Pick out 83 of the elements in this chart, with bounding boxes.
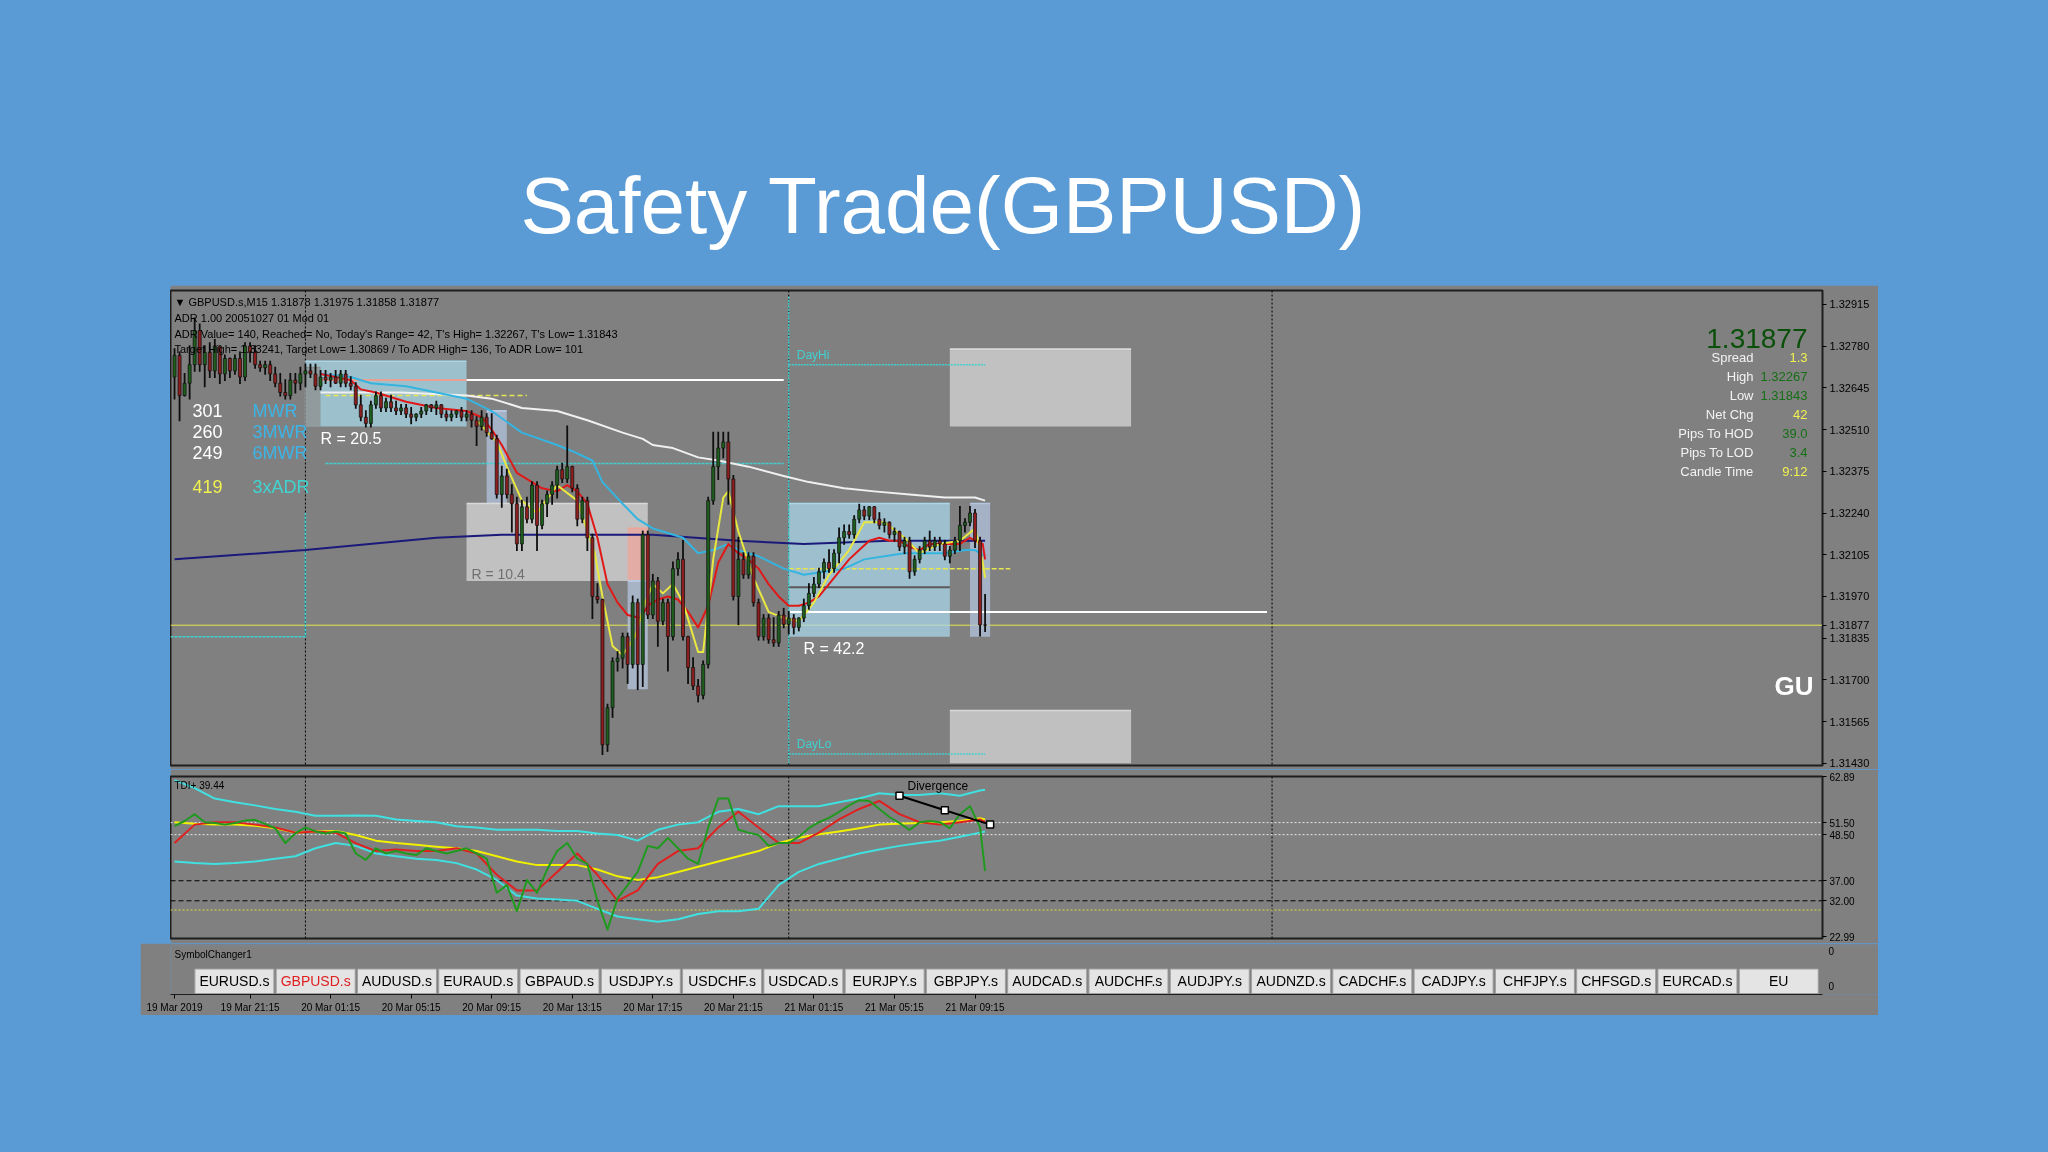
category-label: AUDUSD.s — [361, 973, 432, 990]
category-label: CHFSGD.s — [1581, 973, 1652, 990]
category-label: GBPAUD.s — [525, 973, 595, 990]
category-label: CADCHF.s — [1338, 973, 1407, 990]
category-label: EURUSD.s — [199, 973, 270, 990]
y-tick-label: 1.31565 — [1829, 715, 1870, 728]
y-tick-label: 22.99 — [1829, 931, 1855, 943]
category-label: AUDNZD.s — [1256, 973, 1326, 990]
annotation: 260 — [192, 422, 223, 442]
category-label: AUDCAD.s — [1012, 973, 1083, 990]
text: 0 — [1828, 980, 1835, 992]
y-tick-label: 1.32915 — [1829, 298, 1870, 311]
category-label: GBPUSD.s — [280, 973, 351, 990]
annotation: Low — [1729, 388, 1755, 403]
annotation: R = 20.5 — [320, 430, 382, 447]
ref-line-label: 51.50 — [1829, 817, 1855, 829]
y-tick-label: 1.32780 — [1829, 340, 1870, 353]
annotation: ▼ GBPUSD.s,M15 1.31878 1.31975 1.31858 1.31877 — [174, 295, 440, 308]
annotation: 1.31843 — [1760, 388, 1808, 403]
category-label: USDCAD.s — [768, 973, 839, 990]
category-label: EURJPY.s — [852, 973, 917, 990]
annotation: Net Chg — [1705, 407, 1754, 422]
annotation: 249 — [192, 443, 223, 463]
y-tick-label: 1.31835 — [1829, 632, 1870, 645]
category-label: EURCAD.s — [1662, 973, 1733, 990]
y-tick-label: 1.31700 — [1829, 673, 1870, 686]
annotation: 3xADR — [252, 476, 310, 497]
ref-line-label: 1.31877 — [1829, 619, 1870, 632]
category-label: GBPJPY.s — [933, 973, 999, 990]
y-tick-label: 1.31430 — [1829, 757, 1870, 770]
annotation: 42 — [1793, 407, 1808, 422]
x-tick-label: 20 Mar 01:15 — [301, 1001, 361, 1013]
y-tick-label: 1.32645 — [1829, 381, 1870, 394]
ref-line-label: 37.00 — [1829, 875, 1855, 887]
x-tick-label: 19 Mar 2019 — [146, 1001, 204, 1013]
annotation: 3MWR — [252, 421, 308, 442]
annotation: High — [1726, 369, 1754, 384]
category-label: AUDCHF.s — [1094, 973, 1163, 990]
x-tick-label: 20 Mar 09:15 — [462, 1001, 522, 1013]
text: 0 — [1828, 946, 1835, 958]
chart-title: Safety Trade(GBPUSD) — [520, 161, 1366, 250]
x-tick-label: 20 Mar 05:15 — [381, 1001, 442, 1013]
ref-line-label: 32.00 — [1829, 895, 1855, 907]
annotation: 419 — [192, 477, 223, 497]
y-tick-label: 1.32105 — [1829, 548, 1870, 561]
annotation: ADR 1.00 20051027 01 Mod 01 — [174, 311, 330, 324]
annotation: R = 10.4 — [471, 565, 526, 582]
annotation: 1.32267 — [1760, 369, 1808, 384]
annotation: GU — [1774, 670, 1814, 701]
annotation: 39.0 — [1782, 426, 1808, 441]
x-tick-label: 20 Mar 17:15 — [623, 1001, 683, 1013]
x-tick-label: 21 Mar 05:15 — [865, 1001, 925, 1013]
series-label: DayHi — [796, 347, 830, 362]
series-label: DayLo — [796, 737, 832, 752]
x-tick-label: 20 Mar 21:15 — [703, 1001, 764, 1013]
category-label: EURAUD.s — [443, 973, 514, 990]
text: SymbolChanger1 — [174, 948, 253, 960]
series-label: Divergence — [907, 778, 969, 793]
category-label: CADJPY.s — [1421, 973, 1486, 990]
annotation: MWR — [252, 400, 298, 421]
y-tick-label: 1.32240 — [1829, 507, 1870, 520]
category-label: USDJPY.s — [608, 973, 673, 990]
x-tick-label: 21 Mar 01:15 — [784, 1001, 844, 1013]
annotation: 9:12 — [1782, 464, 1808, 479]
annotation: R = 42.2 — [803, 640, 865, 657]
category-label: EU — [1769, 973, 1789, 990]
y-tick-label: 1.32510 — [1829, 423, 1870, 436]
category-label: AUDJPY.s — [1177, 973, 1242, 990]
y-tick-label: 1.32375 — [1829, 465, 1870, 478]
annotation: Candle Time — [1680, 464, 1754, 479]
category-label: CHFJPY.s — [1503, 973, 1567, 990]
x-tick-label: 21 Mar 09:15 — [945, 1001, 1005, 1013]
annotation: 3.4 — [1789, 445, 1808, 460]
annotation: Pips To HOD — [1678, 426, 1754, 441]
annotation: Pips To LOD — [1680, 445, 1754, 460]
ref-line-label: 48.50 — [1829, 829, 1855, 841]
category-label: USDCHF.s — [688, 973, 756, 990]
y-tick-label: 62.89 — [1829, 771, 1855, 783]
annotation: 301 — [192, 401, 223, 421]
y-tick-label: 1.31970 — [1829, 590, 1870, 603]
x-tick-label: 19 Mar 21:15 — [220, 1001, 280, 1013]
x-tick-label: 20 Mar 13:15 — [542, 1001, 603, 1013]
annotation: 6MWR — [252, 442, 308, 463]
